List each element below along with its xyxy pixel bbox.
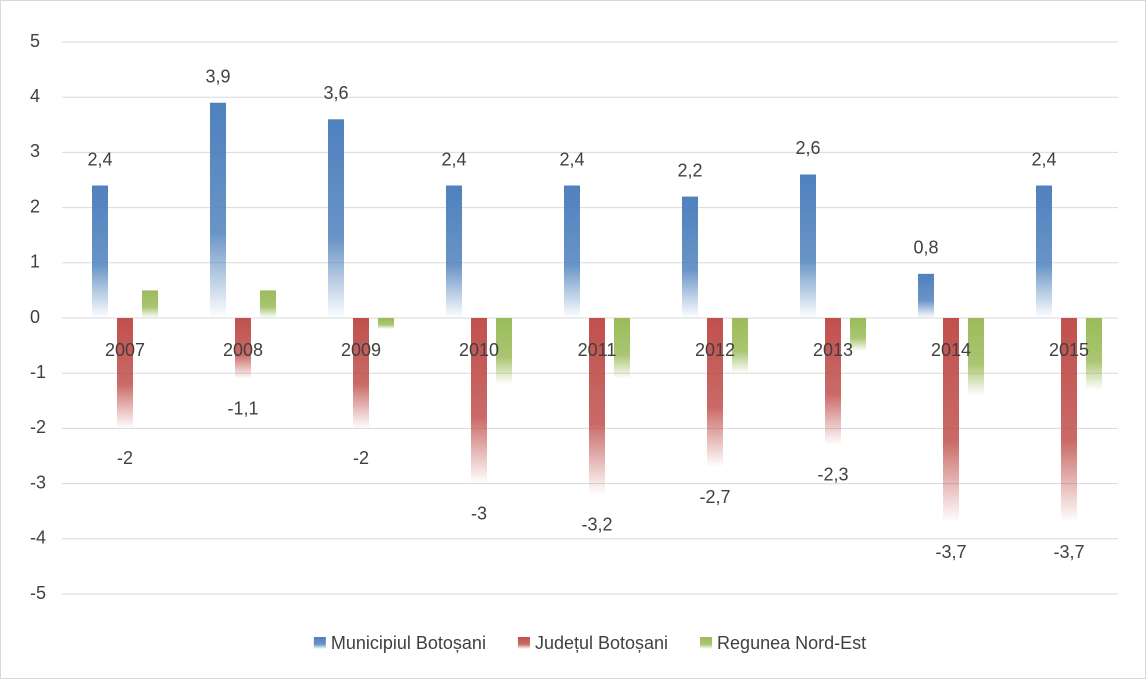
- y-tick-label: -1: [30, 362, 46, 382]
- y-tick-label: 5: [30, 31, 40, 51]
- data-label: 2,4: [1031, 149, 1056, 169]
- y-tick-label: -3: [30, 472, 46, 492]
- y-tick-label: -4: [30, 528, 46, 548]
- legend-label: Municipiul Botoșani: [331, 633, 486, 653]
- bar: [850, 318, 866, 352]
- x-tick-label: 2015: [1049, 340, 1089, 360]
- x-tick-label: 2011: [578, 340, 617, 360]
- legend: Municipiul Botoșani Județul Botoșani Regun…: [313, 633, 866, 653]
- bar: [496, 318, 512, 385]
- bar: [682, 196, 698, 318]
- bar: [260, 290, 276, 318]
- bar: [92, 185, 108, 318]
- legend-swatch: [313, 637, 326, 649]
- data-label: -2: [353, 448, 369, 468]
- data-label: 2,4: [559, 149, 584, 169]
- bar: [1086, 318, 1102, 390]
- x-tick-label: 2013: [813, 340, 853, 360]
- data-label: -3,2: [581, 514, 612, 534]
- x-tick-label: 2007: [105, 340, 145, 360]
- bar: [564, 185, 580, 318]
- bar: [918, 273, 934, 318]
- y-tick-label: 4: [30, 86, 40, 106]
- bar: [446, 185, 462, 318]
- data-label: -3: [471, 503, 487, 523]
- data-label: -3,7: [935, 542, 966, 562]
- legend-swatch: [700, 637, 713, 649]
- data-label: 3,9: [205, 66, 230, 86]
- x-tick-label: 2010: [459, 340, 499, 360]
- bar: [943, 318, 959, 523]
- x-tick-label: 2014: [931, 340, 971, 360]
- legend-swatch: [517, 637, 530, 649]
- legend-label: Regunea Nord-Est: [717, 633, 866, 653]
- data-label: -2,7: [699, 487, 730, 507]
- bar: [614, 318, 630, 379]
- bar: [1036, 185, 1052, 318]
- data-label: 3,6: [323, 83, 348, 103]
- bar: [589, 318, 605, 495]
- y-tick-label: -2: [30, 417, 46, 437]
- bar: [328, 119, 344, 318]
- y-tick-label: -5: [30, 583, 46, 603]
- data-label: -3,7: [1053, 542, 1084, 562]
- y-tick-label: 3: [30, 141, 40, 161]
- bar: [117, 318, 133, 429]
- y-tick-label: 2: [30, 196, 40, 216]
- bar: [471, 318, 487, 484]
- x-tick-label: 2008: [223, 340, 263, 360]
- legend-label: Județul Botoșani: [535, 633, 668, 653]
- y-tick-label: 1: [30, 252, 40, 272]
- bar: [825, 318, 841, 445]
- bar: [353, 318, 369, 429]
- bar: [210, 102, 226, 318]
- bar: [142, 290, 158, 318]
- data-label: -2: [117, 448, 133, 468]
- bar: [707, 318, 723, 468]
- bar: [800, 174, 816, 318]
- data-label: 2,4: [441, 149, 466, 169]
- bar: [378, 318, 394, 330]
- x-tick-label: 2009: [341, 340, 381, 360]
- bar: [968, 318, 984, 396]
- data-label: 0,8: [913, 238, 938, 258]
- data-label: -1,1: [227, 398, 258, 418]
- bar: [235, 318, 251, 379]
- bar: [1061, 318, 1077, 523]
- data-label: -2,3: [817, 465, 848, 485]
- bar: [732, 318, 748, 374]
- data-label: 2,4: [87, 149, 112, 169]
- data-label: 2,6: [795, 138, 820, 158]
- y-tick-label: 0: [30, 307, 40, 327]
- data-label: 2,2: [677, 160, 702, 180]
- x-tick-label: 2012: [695, 340, 735, 360]
